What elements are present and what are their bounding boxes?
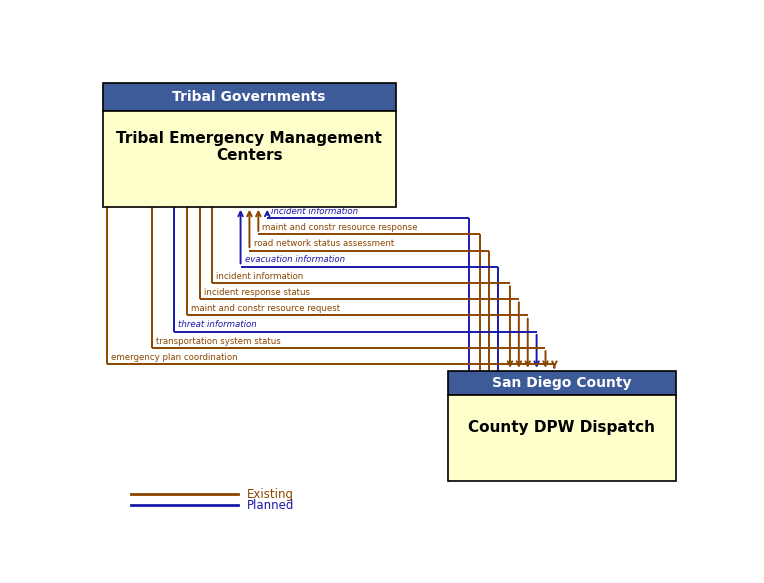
Text: transportation system status: transportation system status xyxy=(156,336,280,346)
Text: evacuation information: evacuation information xyxy=(244,255,345,265)
Bar xyxy=(448,371,676,395)
Text: incident response status: incident response status xyxy=(204,288,310,297)
Text: Existing: Existing xyxy=(247,488,293,501)
Text: incident information: incident information xyxy=(271,207,358,216)
Bar xyxy=(448,395,676,481)
Bar xyxy=(102,83,396,111)
Text: Tribal Governments: Tribal Governments xyxy=(173,90,325,104)
Text: threat information: threat information xyxy=(179,320,257,329)
Text: San Diego County: San Diego County xyxy=(492,376,632,390)
Text: maint and constr resource response: maint and constr resource response xyxy=(263,223,418,232)
Text: road network status assessment: road network status assessment xyxy=(254,239,393,248)
Text: Planned: Planned xyxy=(247,499,294,512)
Text: Tribal Emergency Management
Centers: Tribal Emergency Management Centers xyxy=(116,131,382,163)
Text: incident information: incident information xyxy=(215,272,303,280)
Text: maint and constr resource request: maint and constr resource request xyxy=(192,304,341,313)
Bar xyxy=(102,111,396,207)
Text: County DPW Dispatch: County DPW Dispatch xyxy=(468,420,656,435)
Text: emergency plan coordination: emergency plan coordination xyxy=(112,353,238,361)
